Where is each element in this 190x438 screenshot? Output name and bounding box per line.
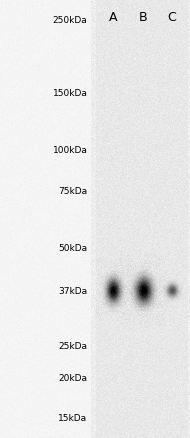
Text: B: B: [139, 11, 148, 24]
Text: C: C: [168, 11, 176, 24]
Text: 250kDa: 250kDa: [53, 17, 87, 25]
Text: 37kDa: 37kDa: [58, 286, 87, 295]
Text: 50kDa: 50kDa: [58, 244, 87, 252]
Text: 100kDa: 100kDa: [52, 146, 87, 155]
Text: 20kDa: 20kDa: [58, 373, 87, 382]
Text: A: A: [109, 11, 117, 24]
Text: 25kDa: 25kDa: [58, 341, 87, 350]
Text: 75kDa: 75kDa: [58, 186, 87, 195]
Text: 150kDa: 150kDa: [52, 88, 87, 98]
Text: 15kDa: 15kDa: [58, 413, 87, 422]
